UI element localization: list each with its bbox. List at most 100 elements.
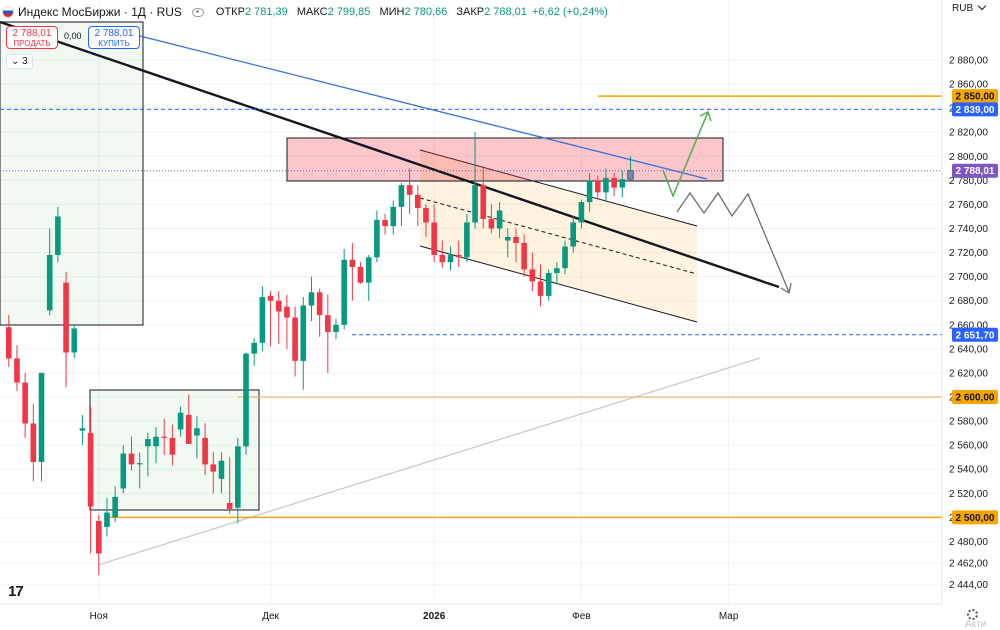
ohlc-open-value: 2 781,39 <box>244 6 288 18</box>
candle <box>63 271 69 388</box>
candle <box>38 372 45 482</box>
candle <box>161 418 168 455</box>
candle-body <box>30 423 37 462</box>
chevron-down-icon <box>977 1 987 11</box>
candle-body <box>308 292 315 306</box>
candle <box>235 437 241 524</box>
candle <box>464 214 470 263</box>
candle-body <box>104 512 110 527</box>
candle-body <box>243 353 249 447</box>
channel-lower-line <box>419 245 698 323</box>
candle <box>300 297 307 390</box>
candle-body <box>365 257 372 283</box>
candle <box>529 252 536 292</box>
ohlc-change: +6,62 (+0,24%) <box>531 6 608 18</box>
candle-body <box>194 428 200 436</box>
time-axis: Ноя Дек 2026 Фев Мар <box>0 603 942 630</box>
russia-flag-icon <box>2 6 14 18</box>
candle-body <box>202 437 208 465</box>
candle <box>374 210 380 263</box>
trend-line-black <box>0 20 780 289</box>
sell-button[interactable]: 2 788,01 ПРОДАТЬ <box>6 26 58 49</box>
candle <box>259 286 266 352</box>
candle-body <box>455 254 462 258</box>
candle <box>594 175 601 200</box>
candle-body <box>545 273 552 296</box>
bearish-scenario-path <box>676 191 790 293</box>
candle <box>537 264 544 307</box>
gear-icon[interactable] <box>967 609 978 620</box>
candle <box>267 291 274 347</box>
candle-body <box>627 170 634 180</box>
price-tag-label: 2 850,00 <box>956 92 995 103</box>
candle <box>562 240 568 275</box>
price-tick-label: 2 444,00 <box>949 580 988 591</box>
price-tag-label: 2 839,00 <box>956 105 995 116</box>
price-tick-label: 2 720,00 <box>949 248 988 259</box>
candle <box>284 294 290 349</box>
candle <box>128 436 135 471</box>
candle <box>145 433 151 477</box>
candle-body <box>488 218 495 229</box>
candle <box>202 423 208 476</box>
candle-body <box>480 185 487 219</box>
ohlc-low-key: МИН <box>379 6 405 18</box>
ohlc-close-key: ЗАКР <box>456 6 485 18</box>
candle <box>365 254 372 301</box>
bullish-scenario-path <box>662 111 709 199</box>
candle-body <box>6 327 12 359</box>
price-tick-label: 2 760,00 <box>949 200 988 211</box>
candle <box>545 269 552 301</box>
candle-body <box>554 268 560 274</box>
candle-body <box>79 428 86 431</box>
candle <box>619 170 626 198</box>
candle-body <box>398 185 405 207</box>
candle <box>325 294 331 373</box>
candle <box>251 338 257 366</box>
buy-price: 2 788,01 <box>94 28 134 39</box>
ohlc-values: ОТКР2 781,39 МАКС2 799,85 МИН2 780,66 ЗА… <box>212 6 610 18</box>
price-tag <box>952 327 998 342</box>
candle-body <box>349 259 356 268</box>
ohlc-low-value: 2 780,66 <box>404 6 448 18</box>
time-tick-label: Ноя <box>90 611 108 622</box>
price-tick-label: 2 780,00 <box>949 176 988 187</box>
candle-body <box>382 220 388 227</box>
candle <box>472 132 478 229</box>
candle-body <box>87 433 94 507</box>
candle-body <box>226 502 233 509</box>
candle-body <box>38 372 45 462</box>
candle-body <box>333 324 339 332</box>
price-tick-label: 2 660,00 <box>949 320 988 331</box>
price-tick-label: 2 540,00 <box>949 465 988 476</box>
candle-body <box>169 437 176 455</box>
price-tick-label: 2 820,00 <box>949 128 988 139</box>
buy-button[interactable]: 2 788,01 КУПИТЬ <box>88 26 140 49</box>
candle <box>554 262 560 284</box>
price-tick-label: 2 680,00 <box>949 296 988 307</box>
price-tick-label: 2 580,00 <box>949 417 988 428</box>
symbol-title[interactable]: Индекс МосБиржи · 1Д · RUS <box>18 5 182 19</box>
candle <box>275 291 282 345</box>
price-tag <box>952 163 998 178</box>
candle <box>480 168 487 229</box>
visibility-eye-icon[interactable] <box>191 7 204 17</box>
candle <box>243 352 249 455</box>
candle <box>104 498 110 537</box>
resistance-zone <box>286 137 724 182</box>
price-labels: 2 850,00 2 839,00 2 788,01 2 651,70 2 600,00… <box>952 89 998 525</box>
indicators-toggle[interactable]: ⌄ 3 <box>6 54 33 69</box>
candle <box>504 228 511 258</box>
chart-drawings <box>0 20 942 566</box>
currency-selector[interactable]: RUB <box>952 1 987 14</box>
candle-body <box>218 460 225 479</box>
candle <box>423 204 429 237</box>
ohlc-open-key: ОТКР <box>215 6 245 18</box>
candle-body <box>431 222 437 255</box>
candle <box>431 204 437 263</box>
chart-legend: Индекс МосБиржи · 1Д · RUS ОТКР2 781,39 … <box>0 0 940 24</box>
bullish-arrow-head <box>699 110 712 122</box>
candle <box>30 404 37 482</box>
candle <box>185 394 192 444</box>
